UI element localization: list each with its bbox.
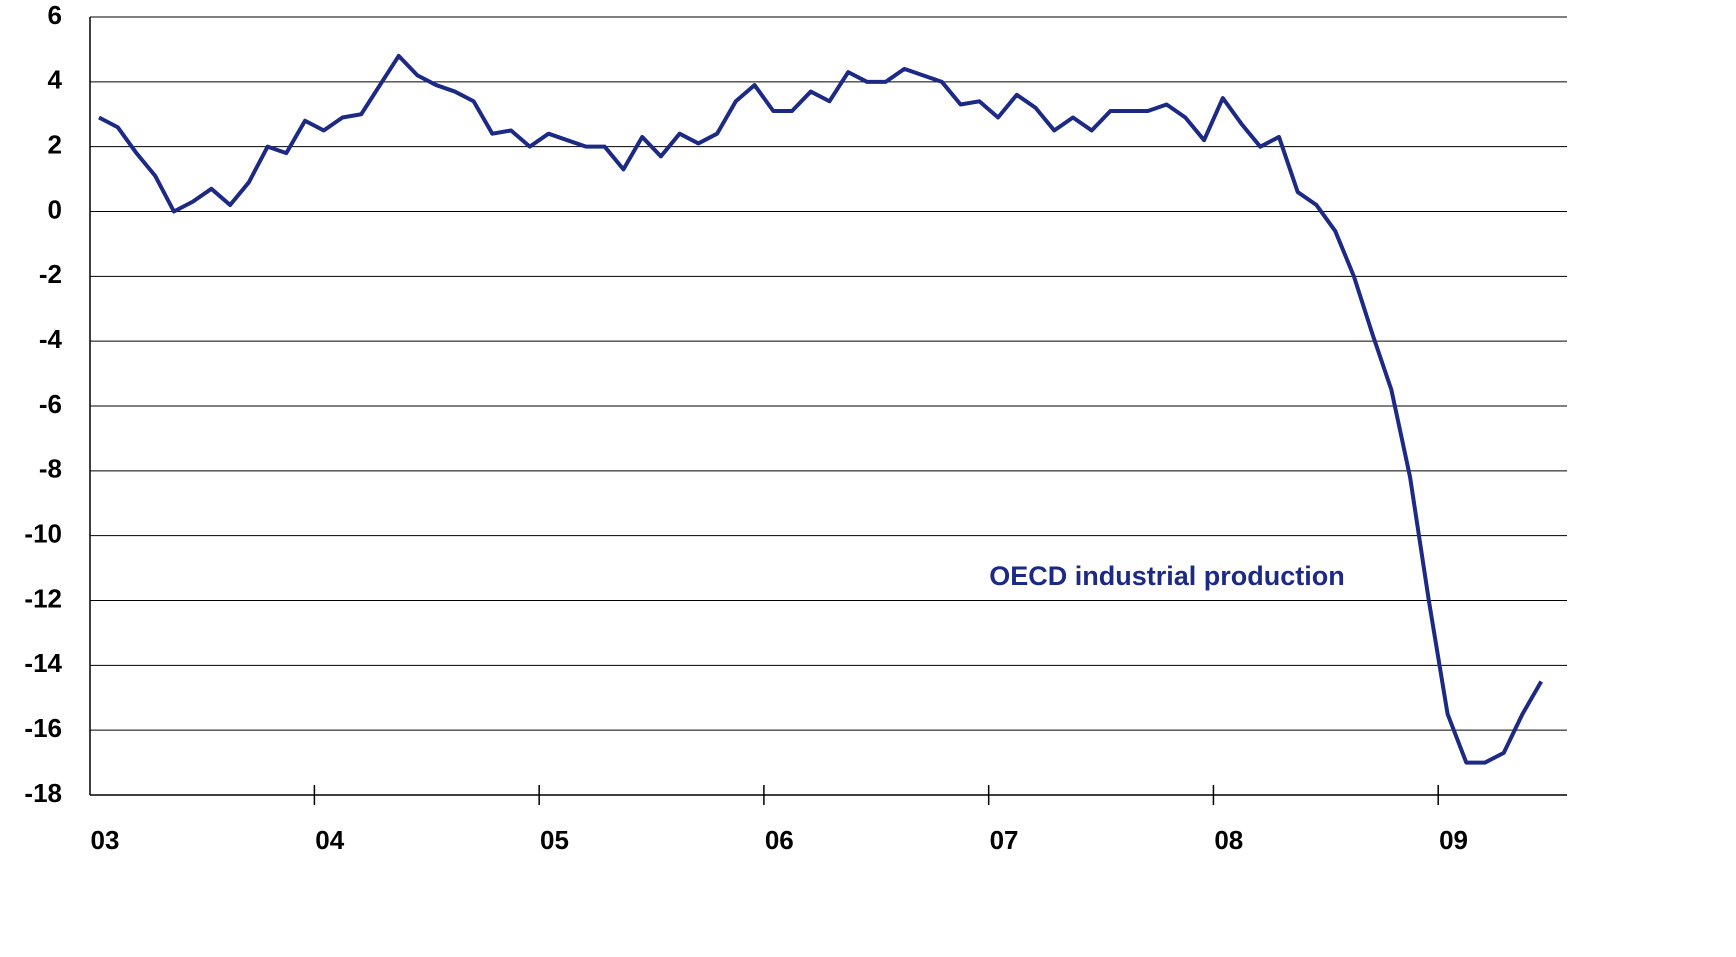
y-tick-label: -8 [39, 454, 62, 484]
y-tick-label: 0 [48, 194, 62, 224]
x-tick-label: 08 [1214, 825, 1243, 855]
y-tick-label: -10 [24, 519, 62, 549]
y-tick-label: -14 [24, 648, 62, 678]
y-tick-label: -4 [39, 324, 63, 354]
y-tick-label: -16 [24, 713, 62, 743]
series-annotation: OECD industrial production [989, 561, 1345, 591]
x-tick-label: 06 [765, 825, 794, 855]
y-tick-label: 6 [48, 0, 62, 30]
y-tick-label: -18 [24, 778, 62, 808]
y-tick-label: -12 [24, 583, 62, 613]
y-tick-label: 2 [48, 130, 62, 160]
x-tick-label: 03 [91, 825, 120, 855]
x-tick-label: 04 [315, 825, 344, 855]
y-tick-label: 4 [48, 65, 63, 95]
x-tick-label: 07 [990, 825, 1019, 855]
y-tick-label: -6 [39, 389, 62, 419]
data-line [98, 53, 1543, 765]
x-tick-label: 05 [540, 825, 569, 855]
x-tick-label: 09 [1439, 825, 1468, 855]
y-tick-label: -2 [39, 259, 62, 289]
